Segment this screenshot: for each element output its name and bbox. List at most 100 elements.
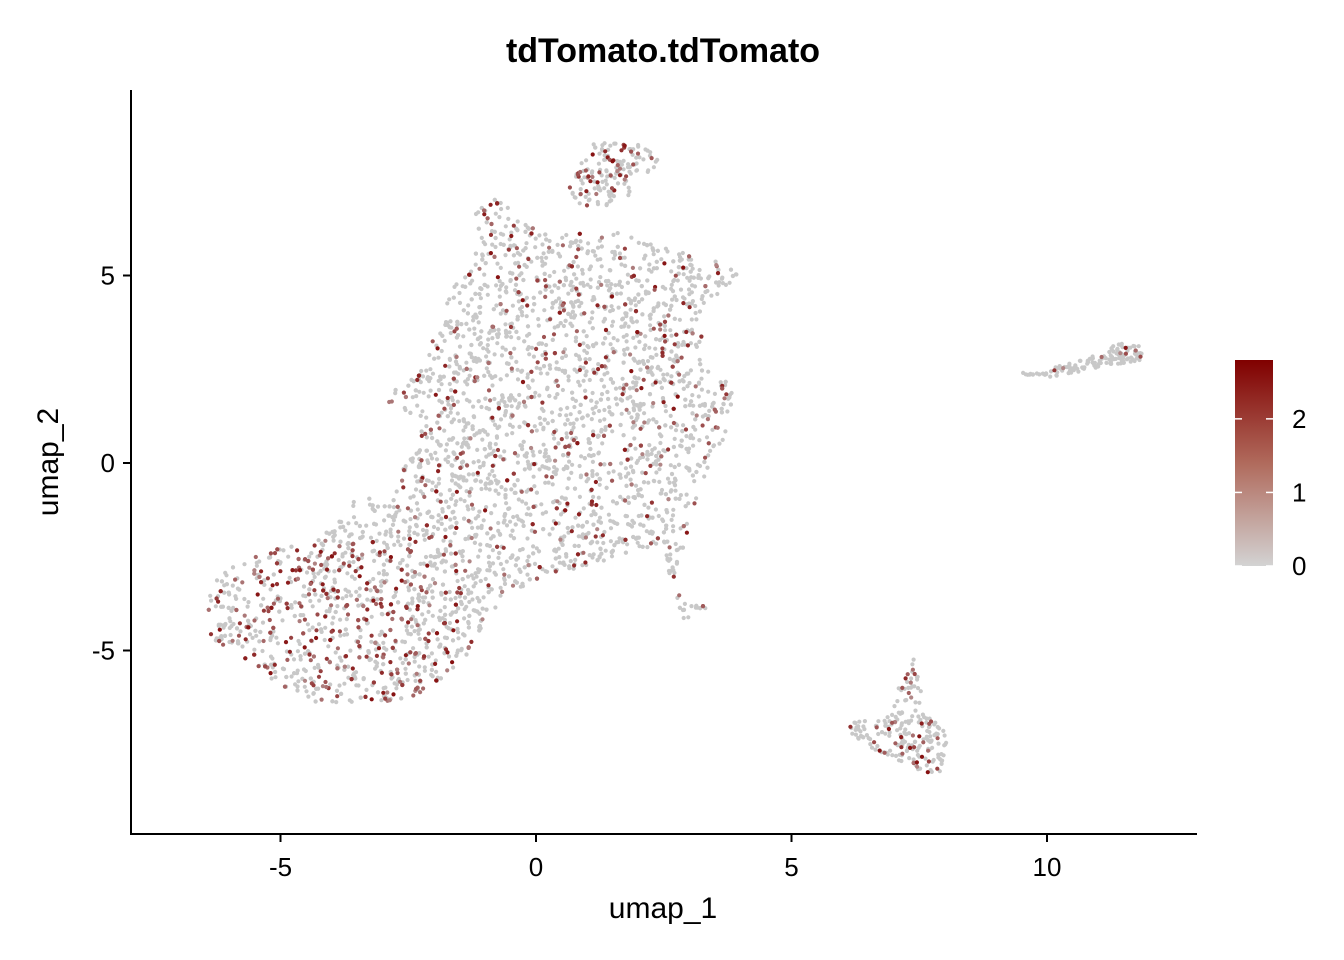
data-point xyxy=(447,488,452,493)
data-point xyxy=(476,320,481,325)
data-point xyxy=(650,530,655,535)
data-point xyxy=(690,283,695,288)
data-point xyxy=(942,733,947,738)
data-point xyxy=(525,333,530,338)
data-point xyxy=(483,396,488,401)
data-point xyxy=(493,244,498,250)
data-point xyxy=(543,510,549,515)
data-point xyxy=(560,542,565,548)
data-point xyxy=(890,712,895,718)
data-point xyxy=(236,633,242,638)
data-point xyxy=(297,568,302,573)
data-point xyxy=(583,395,588,400)
data-point xyxy=(435,526,441,532)
data-point xyxy=(403,464,408,469)
data-point xyxy=(853,732,859,737)
data-point xyxy=(406,383,411,388)
data-point xyxy=(502,577,507,583)
data-point xyxy=(925,770,930,775)
data-point xyxy=(278,560,283,565)
data-point xyxy=(680,429,685,434)
data-point xyxy=(629,456,634,461)
data-point xyxy=(418,512,423,517)
data-point xyxy=(882,750,887,755)
data-point xyxy=(700,423,705,428)
data-point xyxy=(553,521,558,526)
data-point xyxy=(640,312,645,317)
y-tick-label: 0 xyxy=(101,448,115,478)
data-point xyxy=(506,506,511,511)
data-point xyxy=(486,452,492,457)
data-point xyxy=(711,443,717,448)
data-point xyxy=(703,455,708,460)
data-point xyxy=(689,399,694,404)
data-point xyxy=(580,267,585,273)
data-point xyxy=(688,262,693,267)
data-point xyxy=(442,406,447,411)
data-point xyxy=(656,450,662,455)
data-point xyxy=(489,480,494,485)
data-point xyxy=(882,718,887,723)
data-point xyxy=(887,730,892,735)
data-point xyxy=(637,359,642,364)
data-point xyxy=(526,506,531,511)
data-point xyxy=(1103,356,1108,361)
data-point xyxy=(651,478,656,483)
data-point xyxy=(475,525,480,530)
data-point xyxy=(585,413,590,418)
data-point xyxy=(584,189,589,194)
data-point xyxy=(593,534,598,539)
data-point xyxy=(471,318,476,323)
data-point xyxy=(526,423,531,428)
data-point xyxy=(710,427,715,432)
data-point xyxy=(590,472,595,477)
data-point xyxy=(611,469,616,474)
data-point xyxy=(598,275,603,280)
data-point xyxy=(706,389,711,394)
data-point xyxy=(626,324,631,329)
data-point xyxy=(224,582,229,587)
data-point xyxy=(495,481,500,486)
data-point xyxy=(423,483,428,488)
data-point xyxy=(548,366,553,371)
data-point xyxy=(396,529,401,534)
data-point xyxy=(615,163,620,168)
data-point xyxy=(608,526,614,531)
data-point xyxy=(296,638,301,644)
data-point xyxy=(579,454,584,459)
data-point xyxy=(918,689,923,694)
data-point xyxy=(648,150,653,155)
data-point xyxy=(723,429,728,434)
data-point xyxy=(589,499,595,504)
data-point xyxy=(214,596,219,601)
data-point xyxy=(566,476,571,481)
data-point xyxy=(643,343,648,348)
data-point xyxy=(660,353,665,358)
data-point xyxy=(550,337,555,342)
data-point xyxy=(591,411,596,416)
data-point xyxy=(580,271,585,276)
colorbar-tick-label: 0 xyxy=(1292,551,1306,581)
data-point xyxy=(523,229,528,234)
data-point xyxy=(636,144,641,149)
data-point xyxy=(646,267,652,272)
data-point xyxy=(710,404,715,409)
data-point xyxy=(899,721,905,726)
data-point xyxy=(578,187,583,192)
data-point xyxy=(536,549,542,554)
data-point xyxy=(318,568,323,574)
data-point xyxy=(655,536,661,541)
data-point xyxy=(566,444,572,449)
data-point xyxy=(876,731,881,737)
data-point xyxy=(521,399,527,404)
data-point xyxy=(336,557,341,563)
data-point xyxy=(281,548,286,553)
data-point xyxy=(570,462,575,467)
data-point xyxy=(663,423,668,428)
data-point xyxy=(314,628,319,633)
data-point xyxy=(350,666,355,671)
data-point xyxy=(484,505,489,510)
data-point xyxy=(608,268,613,273)
data-point xyxy=(560,355,565,360)
data-point xyxy=(614,291,620,296)
